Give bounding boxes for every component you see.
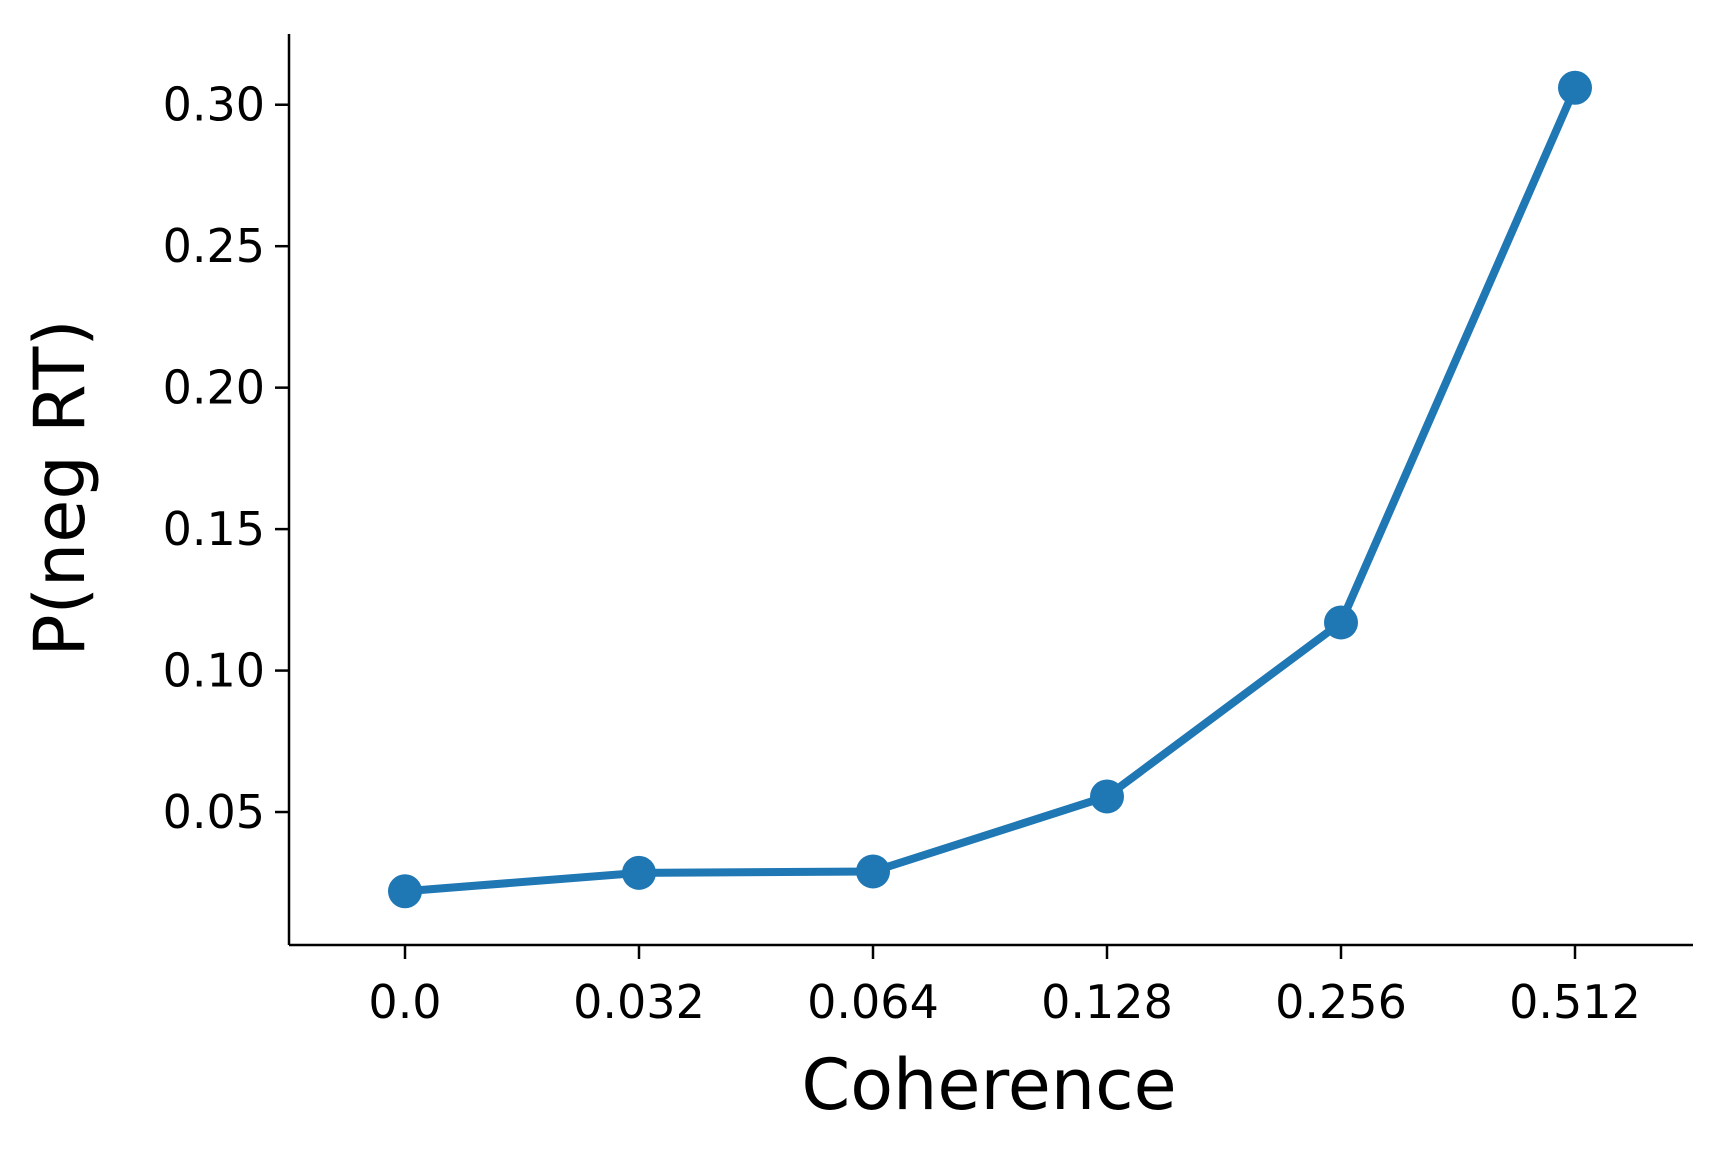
series-line (401, 83, 1579, 896)
x-tick-label: 0.064 (807, 975, 939, 1029)
y-tick-label: 0.05 (163, 785, 265, 839)
x-tick-label: 0.0 (368, 975, 441, 1029)
data-point (856, 854, 890, 889)
data-point (388, 874, 422, 909)
data-point (622, 855, 656, 890)
data-point (1090, 779, 1124, 814)
y-axis-title: P(neg RT) (19, 319, 101, 656)
x-tick-label: 0.128 (1041, 975, 1173, 1029)
data-point (1558, 70, 1592, 105)
y-tick-label: 0.15 (163, 502, 265, 556)
x-tick-label: 0.032 (573, 975, 705, 1029)
y-tick-label: 0.10 (163, 644, 265, 698)
series-layer (388, 70, 1592, 909)
data-point (1324, 605, 1358, 640)
y-tick-label: 0.25 (163, 219, 265, 273)
x-tick-label: 0.256 (1275, 975, 1407, 1029)
x-axis-title: Coherence (801, 1044, 1176, 1126)
y-tick-label: 0.20 (163, 361, 265, 415)
y-tick-label: 0.30 (163, 78, 265, 132)
x-tick-label: 0.512 (1509, 975, 1641, 1029)
axes: 0.05 0.10 0.15 0.20 0.25 0.30 0.0 0.032 0.064 0.1… (163, 34, 1693, 1029)
